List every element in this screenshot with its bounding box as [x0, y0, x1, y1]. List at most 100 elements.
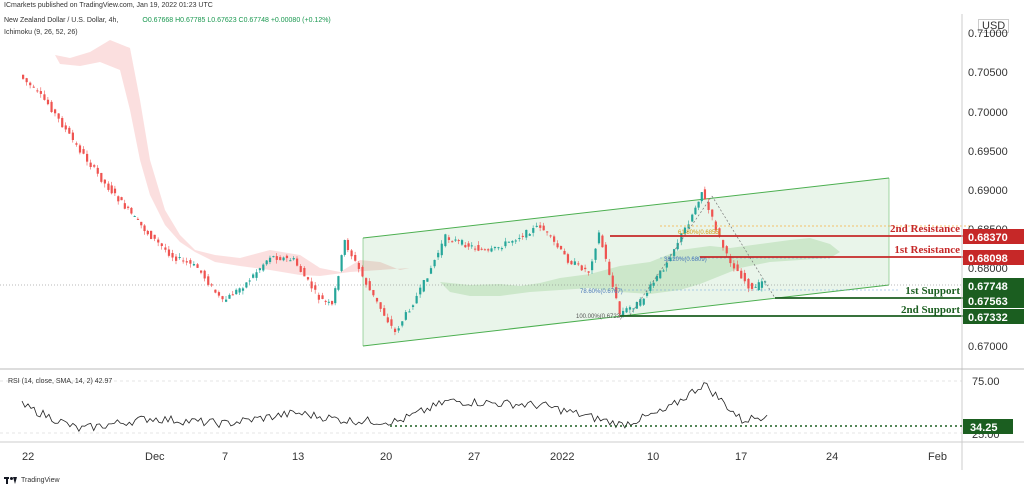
- candle-126: [460, 240, 464, 245]
- candle-103: [379, 302, 382, 309]
- footer-brand: TradingView: [4, 477, 60, 484]
- candle-194: [694, 207, 697, 215]
- candle-192: [687, 224, 690, 229]
- candle-16: [78, 145, 82, 153]
- candle-29: [123, 203, 126, 209]
- candle-202: [722, 240, 725, 248]
- candle-100: [368, 281, 371, 291]
- candle-159: [573, 261, 576, 265]
- candle-60: [231, 294, 234, 296]
- candle-38: [153, 234, 156, 239]
- candle-74: [279, 257, 282, 261]
- candle-208: [743, 272, 746, 282]
- candle-67: [255, 272, 258, 278]
- candle-36: [146, 230, 149, 235]
- candle-3: [32, 86, 35, 88]
- candle-84: [314, 285, 317, 290]
- candle-62: [238, 288, 241, 293]
- candle-108: [397, 328, 400, 331]
- published-caption: ICmarkets published on TradingView.com, …: [4, 2, 213, 9]
- candle-200: [714, 221, 717, 231]
- price-label-second-support: 0.67332: [963, 309, 1024, 324]
- candle-128: [467, 243, 470, 247]
- candle-39: [157, 239, 160, 243]
- candle-110: [404, 312, 407, 320]
- candle-112: [411, 305, 415, 307]
- candle-26: [113, 188, 117, 194]
- candle-156: [563, 250, 566, 255]
- candle-90: [334, 288, 337, 304]
- candle-18: [86, 153, 89, 162]
- candle-52: [203, 270, 206, 279]
- candle-207: [740, 270, 743, 279]
- candle-123: [451, 241, 454, 243]
- candle-136: [493, 246, 497, 249]
- tradingview-logo-icon: [4, 477, 18, 484]
- candle-14: [71, 132, 74, 140]
- time-tick-8: 17: [735, 451, 747, 463]
- candle-55: [214, 289, 217, 293]
- candle-22: [100, 172, 103, 182]
- candle-127: [464, 245, 467, 248]
- candle-152: [549, 235, 552, 237]
- candle-69: [262, 264, 265, 271]
- candle-172: [618, 301, 621, 314]
- candle-153: [553, 236, 556, 242]
- fib-label-100: 100.00%(0.6723): [576, 314, 622, 320]
- candle-115: [422, 280, 425, 292]
- rsi-level-label: 34.25: [963, 419, 1013, 434]
- candle-205: [732, 263, 736, 269]
- candle-187: [669, 257, 672, 262]
- candle-141: [511, 240, 514, 243]
- price-tick-3: 0.69500: [968, 146, 1008, 158]
- candle-165: [594, 248, 597, 260]
- candle-176: [632, 308, 635, 310]
- channel-upper-line[interactable]: [362, 177, 890, 239]
- currency-button[interactable]: USD: [978, 19, 1010, 33]
- candle-104: [383, 308, 386, 316]
- candle-76: [285, 255, 289, 259]
- candle-59: [228, 294, 231, 299]
- candle-182: [652, 282, 655, 286]
- candle-81: [303, 267, 306, 277]
- candle-1: [25, 78, 28, 83]
- candle-145: [525, 229, 528, 238]
- candle-23: [103, 179, 106, 184]
- candle-19: [89, 162, 92, 167]
- candle-30: [127, 206, 130, 208]
- candle-181: [649, 284, 652, 291]
- price-label-first-support: 0.67563: [963, 293, 1024, 308]
- time-axis[interactable]: 22 Dec 7 13 20 27 2022 10 17 24 Feb: [22, 451, 947, 463]
- candle-167: [601, 235, 604, 248]
- candle-163: [587, 271, 590, 273]
- candle-79: [296, 258, 299, 266]
- candle-27: [117, 196, 120, 202]
- candle-53: [207, 276, 210, 285]
- candle-142: [514, 240, 517, 242]
- rsi-tick-75: 75.00: [972, 376, 1000, 388]
- ohlc-values: O0.67668 H0.67785 L0.67623 C0.67748 +0.0…: [142, 17, 331, 24]
- rsi-line: [21, 382, 768, 433]
- candle-178: [639, 299, 642, 306]
- candle-146: [528, 234, 531, 236]
- symbol-legend: New Zealand Dollar / U.S. Dollar, 4h, O0.…: [4, 17, 331, 24]
- price-axis[interactable]: 0.71000 0.70500 0.70000 0.69500 0.69000 …: [968, 28, 1008, 353]
- price-label-current-text: 0.67748: [968, 281, 1008, 293]
- candle-177: [635, 301, 638, 309]
- candle-134: [487, 249, 490, 251]
- candle-206: [736, 264, 739, 272]
- candle-120: [440, 243, 443, 256]
- candle-57: [221, 296, 224, 300]
- candle-51: [200, 270, 203, 273]
- candle-88: [327, 301, 330, 303]
- price-tick-0: 0.71000: [968, 28, 1008, 40]
- candle-173: [622, 310, 625, 317]
- candle-73: [275, 256, 278, 260]
- candle-28: [120, 197, 123, 201]
- candle-15: [75, 143, 78, 145]
- candle-203: [725, 246, 728, 254]
- candle-118: [433, 259, 436, 267]
- candle-8: [50, 101, 53, 112]
- candle-70: [265, 260, 268, 265]
